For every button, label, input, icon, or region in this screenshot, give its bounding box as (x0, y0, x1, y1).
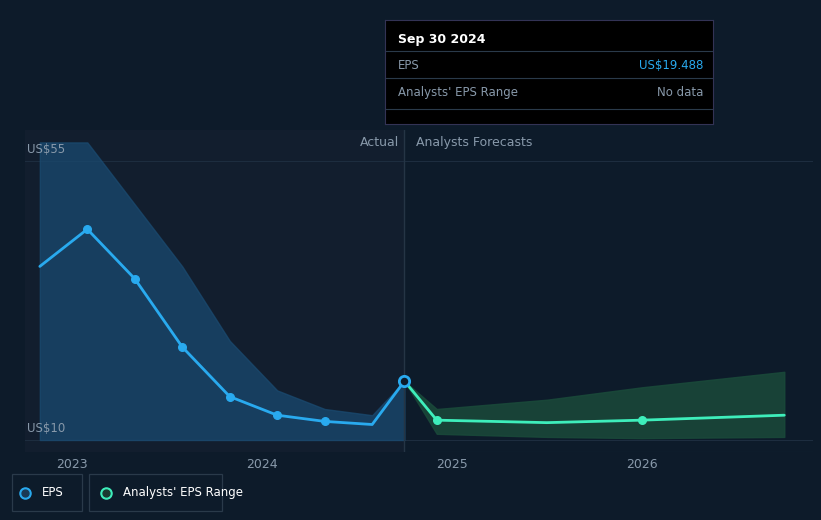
FancyBboxPatch shape (12, 474, 82, 511)
Text: Actual: Actual (360, 136, 399, 149)
Point (271, 411, 284, 419)
Point (430, 416, 443, 424)
Text: EPS: EPS (398, 59, 420, 72)
Text: US$10: US$10 (26, 422, 65, 435)
Text: Analysts Forecasts: Analysts Forecasts (416, 136, 532, 149)
Point (176, 343, 189, 351)
Text: No data: No data (658, 86, 704, 99)
Point (318, 417, 331, 425)
Text: EPS: EPS (42, 486, 63, 499)
Text: Analysts' EPS Range: Analysts' EPS Range (123, 486, 243, 499)
Text: US$55: US$55 (26, 143, 65, 156)
Point (223, 393, 236, 401)
Text: US$19.488: US$19.488 (640, 59, 704, 72)
Point (80, 225, 94, 233)
Text: Sep 30 2024: Sep 30 2024 (398, 33, 486, 46)
Point (398, 377, 411, 385)
Point (128, 275, 141, 283)
Point (635, 416, 649, 424)
Text: Analysts' EPS Range: Analysts' EPS Range (398, 86, 518, 99)
Bar (25, 130, 405, 452)
FancyBboxPatch shape (89, 474, 222, 511)
